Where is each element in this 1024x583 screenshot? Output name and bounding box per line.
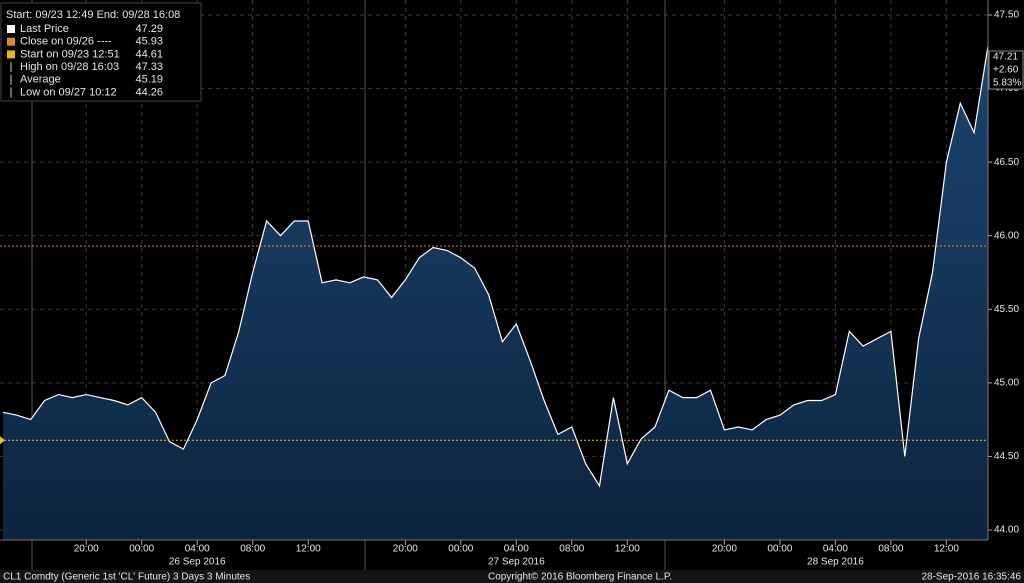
y-tick-label: 46.50 [994, 157, 1019, 168]
x-tick-label: 00:00 [448, 544, 473, 555]
legend-swatch [7, 25, 15, 33]
line [2, 45, 989, 488]
legend-box [0, 2, 202, 102]
footer-center: Copyright© 2016 Bloomberg Finance L.P. [488, 572, 672, 583]
legend-value: 47.29 [135, 23, 163, 35]
x-tick-label: 04:00 [823, 544, 848, 555]
legend-label: Close on 09/26 ---- [20, 36, 112, 48]
x-tick-label: 20:00 [393, 544, 418, 555]
y-tick-label: 45.50 [994, 304, 1019, 315]
legend-value: 44.26 [135, 86, 163, 98]
x-tick-label: 04:00 [504, 544, 529, 555]
legend-label: Low on 09/27 10:12 [20, 86, 117, 98]
area [3, 45, 988, 541]
last-price-label: 5.83% [993, 78, 1021, 89]
legend-label: High on 09/28 16:03 [20, 61, 119, 73]
x-tick-label: 12:00 [615, 544, 640, 555]
x-date-label: 26 Sep 2016 [169, 557, 226, 568]
legend-label: Average [20, 74, 61, 86]
x-tick-label: 04:00 [185, 544, 210, 555]
last-price-box [988, 50, 1024, 90]
legend-header: Start: 09/23 12:49 End: 09/28 16:08 [6, 9, 180, 21]
last-price-label: 47.21 [993, 52, 1018, 63]
x-tick-label: 20:00 [712, 544, 737, 555]
legend-value: 47.33 [135, 61, 163, 73]
legend-value: 45.19 [135, 74, 163, 86]
start-marker [0, 436, 5, 445]
footer-right: 28-Sep-2016 16:35:46 [921, 572, 1021, 583]
legend-swatch [7, 50, 15, 59]
x-date-label: 28 Sep 2016 [807, 557, 864, 568]
x-date-label: 27 Sep 2016 [488, 557, 545, 568]
y-tick-label: 44.50 [994, 451, 1019, 462]
legend-label: Start on 09/23 12:51 [20, 48, 120, 60]
y-tick-label: 45.00 [994, 377, 1019, 388]
x-tick-label: 08:00 [878, 544, 903, 555]
last-price-label: +2.60 [993, 65, 1019, 76]
y-tick-label: 47.50 [994, 10, 1019, 21]
x-tick-label: 08:00 [559, 544, 584, 555]
legend-value: 45.93 [135, 36, 163, 48]
legend-label: Last Price [20, 23, 69, 35]
x-tick-label: 08:00 [240, 544, 265, 555]
footer-left: CL1 Comdty (Generic 1st 'CL' Future) 3 D… [3, 572, 250, 583]
x-tick-label: 12:00 [296, 544, 321, 555]
legend-swatch [7, 37, 15, 46]
y-tick-label: 46.00 [994, 230, 1019, 241]
y-tick-label: 44.00 [994, 525, 1019, 536]
legend-value: 44.61 [135, 48, 163, 60]
x-tick-label: 00:00 [129, 544, 154, 555]
x-tick-label: 12:00 [934, 544, 959, 555]
x-tick-label: 00:00 [767, 544, 792, 555]
footer-bar [0, 570, 1024, 583]
x-tick-label: 20:00 [74, 544, 99, 555]
